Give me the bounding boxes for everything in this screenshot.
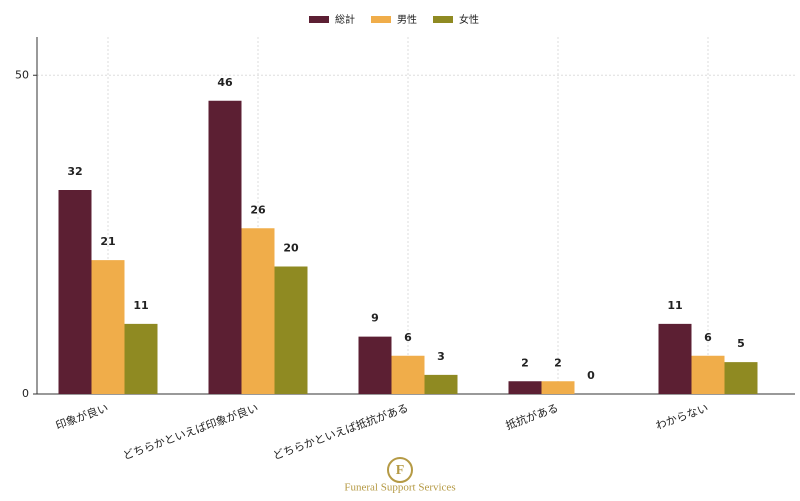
value-label: 32 <box>67 165 82 178</box>
bar <box>358 336 392 394</box>
x-tick-label: 抵抗がある <box>504 400 560 432</box>
legend-label: 総計 <box>335 13 355 26</box>
x-tick-label: わからない <box>654 401 710 432</box>
watermark-logo: F <box>387 457 413 483</box>
watermark-text: Funeral Support Services <box>344 482 455 494</box>
value-label: 5 <box>737 337 745 350</box>
legend-label: 女性 <box>459 13 479 26</box>
legend-swatch <box>433 16 453 23</box>
value-label: 6 <box>704 331 712 344</box>
y-tick-label: 0 <box>22 387 29 400</box>
legend-swatch <box>309 16 329 23</box>
value-label: 6 <box>404 331 412 344</box>
bar <box>124 323 158 394</box>
bar <box>91 260 125 394</box>
value-label: 21 <box>100 235 115 248</box>
x-tick-label: 印象が良い <box>54 400 110 432</box>
y-tick-label: 50 <box>15 68 29 81</box>
bar <box>658 323 692 394</box>
value-label: 0 <box>587 369 595 382</box>
value-label: 20 <box>283 242 299 255</box>
legend-swatch <box>371 16 391 23</box>
legend-label: 男性 <box>397 13 417 26</box>
value-label: 11 <box>667 299 682 312</box>
value-label: 2 <box>554 356 562 369</box>
value-label: 2 <box>521 356 529 369</box>
value-label: 46 <box>217 76 233 89</box>
value-label: 3 <box>437 350 445 363</box>
bar <box>724 362 758 394</box>
value-label: 11 <box>133 299 148 312</box>
bar <box>208 100 242 394</box>
bar <box>424 374 458 394</box>
bar <box>541 381 575 394</box>
value-label: 26 <box>250 203 266 216</box>
bar <box>274 266 308 394</box>
svg-text:F: F <box>396 463 405 478</box>
bar <box>58 190 92 394</box>
bar <box>391 355 425 394</box>
x-tick-label: どちらかといえば抵抗がある <box>271 400 410 462</box>
value-label: 9 <box>371 312 379 325</box>
bar <box>508 381 542 394</box>
bar <box>241 228 275 394</box>
x-tick-label: どちらかといえば印象が良い <box>121 400 260 462</box>
bar <box>691 355 725 394</box>
